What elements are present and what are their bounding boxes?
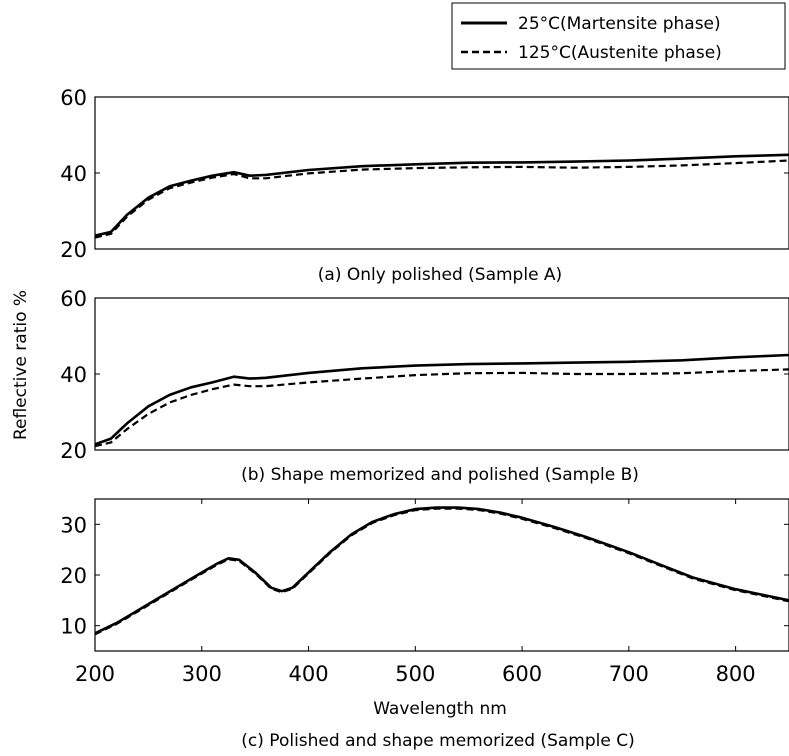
series-line-austenite-b (94, 368, 789, 448)
x-tick-label: 700 (609, 662, 649, 686)
x-tick-label: 800 (716, 662, 756, 686)
legend-box (451, 2, 786, 70)
series-line-martensite-b (94, 353, 789, 446)
x-tick-label: 400 (288, 662, 328, 686)
x-axis-title: Wavelength nm (373, 699, 507, 719)
y-tick-label-b: 40 (60, 363, 87, 387)
y-axis-title: Reflective ratio % (11, 290, 31, 440)
legend: 25°C(Martensite phase) 125°C(Austenite p… (451, 2, 786, 70)
series-line-austenite-c (94, 507, 789, 636)
plot-frame-a (94, 96, 789, 250)
series-line-martensite-a (94, 153, 789, 237)
x-tick-label: 600 (502, 662, 542, 686)
x-tick-label: 300 (182, 662, 222, 686)
legend-label-austenite: 125°C(Austenite phase) (518, 43, 722, 63)
series-line-austenite-a (94, 159, 789, 239)
panel-a: 20 40 60 (60, 86, 789, 262)
series-line-martensite-c (94, 506, 789, 635)
x-tick-label: 500 (395, 662, 435, 686)
caption-c: (c) Polished and shape memorized (Sample… (241, 731, 634, 751)
panel-c: 10 20 30 200 300 400 500 600 700 800 (60, 498, 789, 686)
y-tick-label-b: 20 (60, 439, 87, 463)
y-tick-label-b: 60 (60, 287, 87, 311)
y-tick-label-c: 30 (60, 513, 87, 537)
y-tick-label-c: 20 (60, 564, 87, 588)
panel-b: 20 40 60 (60, 287, 789, 463)
caption-a: (a) Only polished (Sample A) (318, 265, 562, 285)
y-tick-label-c: 10 (60, 615, 87, 639)
legend-label-martensite: 25°C(Martensite phase) (518, 14, 721, 34)
x-tick-label: 200 (75, 662, 115, 686)
caption-b: (b) Shape memorized and polished (Sample… (241, 465, 639, 485)
y-tick-label-a: 60 (60, 86, 87, 110)
y-tick-label-a: 20 (60, 238, 87, 262)
y-tick-label-a: 40 (60, 162, 87, 186)
